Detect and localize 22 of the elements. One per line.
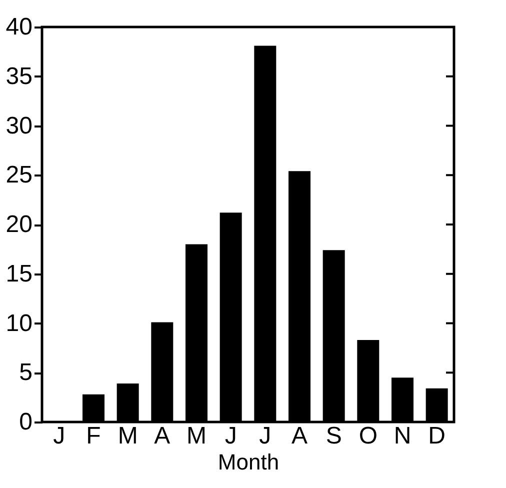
x-tick-label: J xyxy=(224,422,237,450)
x-tick-label: D xyxy=(428,422,446,450)
x-tick-label: F xyxy=(86,422,101,450)
x-tick-label: M xyxy=(186,422,206,450)
y-tick-label: 15 xyxy=(6,260,32,288)
y-tick-label: 40 xyxy=(6,14,32,40)
y-tick-label: 5 xyxy=(19,359,32,386)
x-tick-label: A xyxy=(154,422,170,450)
y-tick-label: 30 xyxy=(6,112,32,140)
y-tick-label: 10 xyxy=(6,310,32,337)
y-tick-label: 20 xyxy=(6,211,32,238)
x-axis-title: Month xyxy=(218,450,280,474)
y-tick-label: 25 xyxy=(6,162,32,189)
x-tick-label: J xyxy=(53,422,66,450)
x-tick-label: A xyxy=(291,422,308,450)
x-tick-label: S xyxy=(326,422,342,450)
y-tick-label: 0 xyxy=(19,408,32,436)
y-tick-label: 35 xyxy=(6,62,32,90)
x-tick-label: M xyxy=(118,422,138,450)
x-tick-label: O xyxy=(358,422,378,450)
x-tick-label: N xyxy=(394,422,412,450)
x-tick-label: J xyxy=(259,422,272,450)
